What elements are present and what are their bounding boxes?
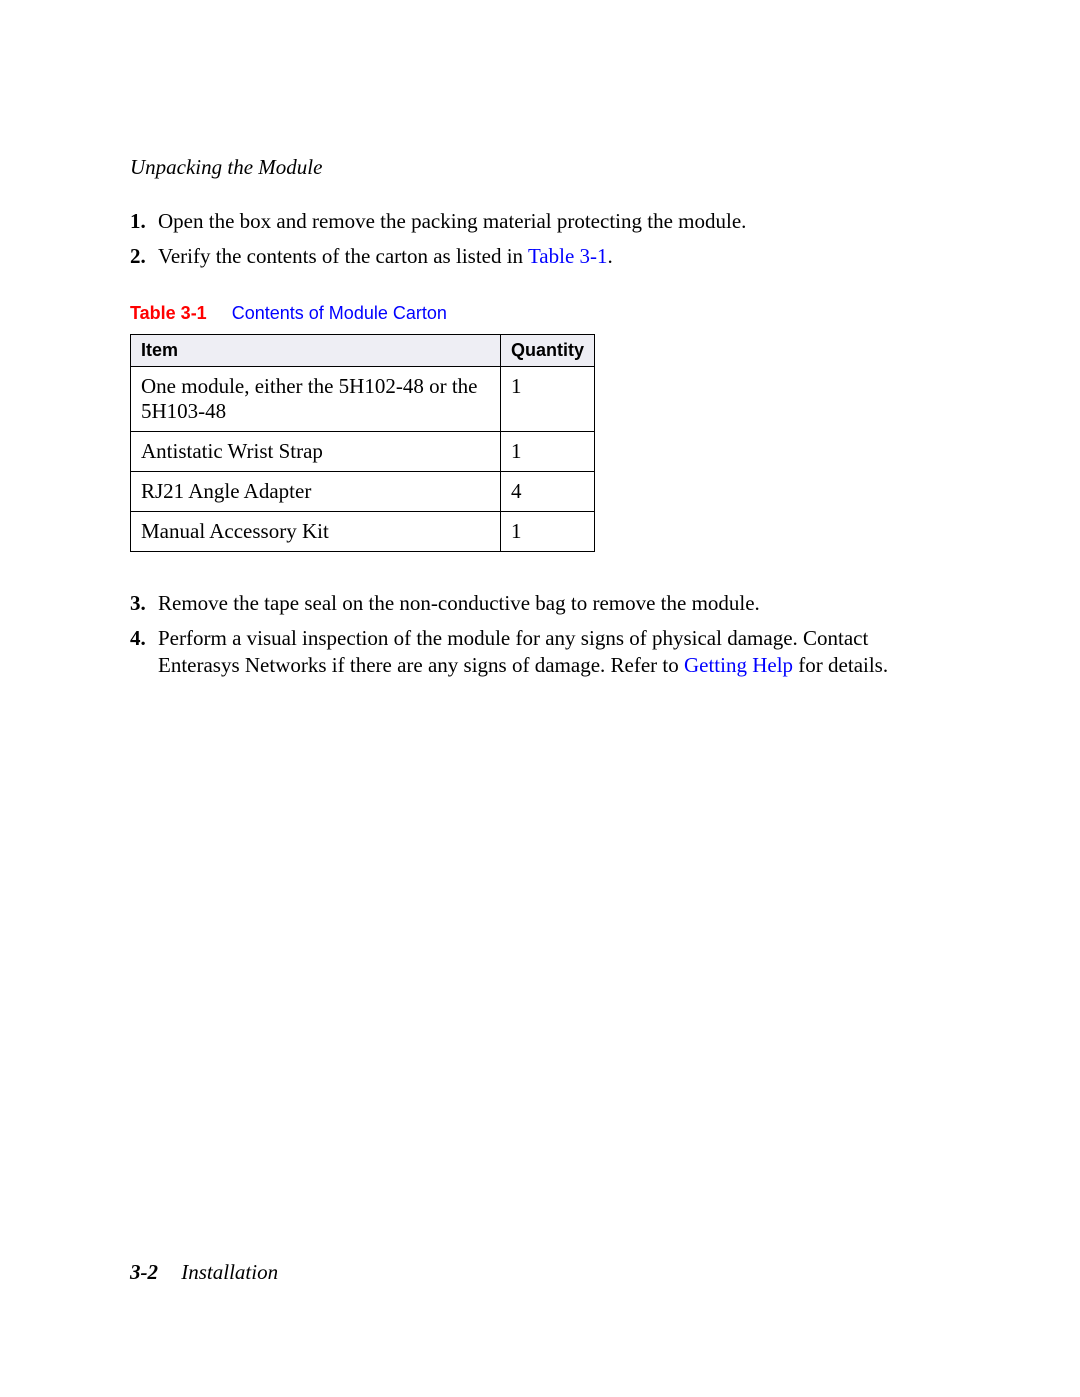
step-number: 1. [130, 208, 158, 235]
step-number: 4. [130, 625, 158, 680]
table-cell-item: Manual Accessory Kit [131, 511, 501, 551]
table-row: Antistatic Wrist Strap1 [131, 431, 595, 471]
step-item: 3.Remove the tape seal on the non-conduc… [130, 590, 950, 617]
table-row: RJ21 Angle Adapter4 [131, 471, 595, 511]
table-cell-item: Antistatic Wrist Strap [131, 431, 501, 471]
step-text: Remove the tape seal on the non-conducti… [158, 590, 950, 617]
cross-reference-link[interactable]: Getting Help [684, 653, 793, 677]
page-number: 3-2 [130, 1260, 158, 1284]
table-cell-quantity: 1 [501, 366, 595, 431]
step-item: 4.Perform a visual inspection of the mod… [130, 625, 950, 680]
table-header-item: Item [131, 334, 501, 366]
steps-bottom: 3.Remove the tape seal on the non-conduc… [130, 590, 950, 680]
table-caption-label: Table 3-1 [130, 303, 207, 323]
section-header: Unpacking the Module [130, 155, 950, 180]
step-number: 3. [130, 590, 158, 617]
page-footer: 3-2 Installation [130, 1260, 278, 1285]
table-row: One module, either the 5H102-48 or the 5… [131, 366, 595, 431]
contents-table: Item Quantity One module, either the 5H1… [130, 334, 595, 552]
steps-top: 1.Open the box and remove the packing ma… [130, 208, 950, 271]
cross-reference-link[interactable]: Table 3-1 [528, 244, 608, 268]
table-header-quantity: Quantity [501, 334, 595, 366]
step-item: 1.Open the box and remove the packing ma… [130, 208, 950, 235]
table-header-row: Item Quantity [131, 334, 595, 366]
table-cell-item: One module, either the 5H102-48 or the 5… [131, 366, 501, 431]
table-caption: Table 3-1 Contents of Module Carton [130, 303, 950, 324]
step-number: 2. [130, 243, 158, 270]
table-cell-quantity: 4 [501, 471, 595, 511]
step-item: 2.Verify the contents of the carton as l… [130, 243, 950, 270]
step-text: Open the box and remove the packing mate… [158, 208, 950, 235]
table-cell-quantity: 1 [501, 511, 595, 551]
table-cell-quantity: 1 [501, 431, 595, 471]
table-caption-title: Contents of Module Carton [232, 303, 447, 323]
step-text: Perform a visual inspection of the modul… [158, 625, 950, 680]
step-text: Verify the contents of the carton as lis… [158, 243, 950, 270]
chapter-name: Installation [181, 1260, 278, 1284]
table-cell-item: RJ21 Angle Adapter [131, 471, 501, 511]
table-row: Manual Accessory Kit1 [131, 511, 595, 551]
